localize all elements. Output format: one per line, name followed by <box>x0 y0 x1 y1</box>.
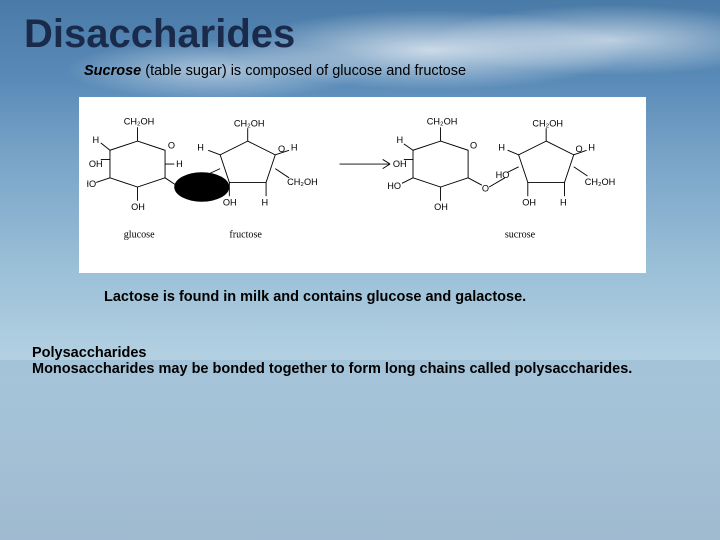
diagram-svg: CH₂OH O H HO OH OH OH H glucose CH₂OH <box>87 111 638 263</box>
page-title: Disaccharides <box>24 12 696 57</box>
sucrose-description: Sucrose (table sugar) is composed of glu… <box>84 63 696 79</box>
svg-text:HO: HO <box>387 181 401 191</box>
ch2oh-label: CH₂OH <box>124 117 155 127</box>
svg-text:OH: OH <box>434 202 448 212</box>
sucrose-glucose-unit: CH₂OH O H OH HO OH O <box>387 117 489 212</box>
svg-text:HO: HO <box>193 172 207 182</box>
sucrose-caption: sucrose <box>505 230 536 241</box>
reaction-arrow <box>340 159 391 168</box>
svg-text:H: H <box>176 159 183 169</box>
glucose-structure: CH₂OH O H HO OH OH OH H glucose <box>87 117 193 241</box>
svg-text:CH₂OH: CH₂OH <box>585 177 616 187</box>
svg-text:H: H <box>588 142 595 152</box>
svg-text:H: H <box>396 135 403 145</box>
sucrose-fructose-unit: CH₂OH O H HO OH H H CH₂OH <box>496 118 616 207</box>
o-label: O <box>168 140 175 150</box>
svg-text:HO: HO <box>87 179 96 189</box>
svg-text:H: H <box>197 142 204 152</box>
svg-text:H: H <box>498 142 505 152</box>
polysaccharides-heading: Polysaccharides <box>32 345 696 361</box>
svg-text:CH₂OH: CH₂OH <box>532 118 563 128</box>
glucose-caption: glucose <box>124 230 155 241</box>
svg-text:OH: OH <box>393 159 407 169</box>
svg-text:O: O <box>470 140 477 150</box>
svg-text:H: H <box>560 197 567 207</box>
sucrose-rest: (table sugar) is composed of glucose and… <box>141 63 466 79</box>
sucrose-lead: Sucrose <box>84 63 141 79</box>
svg-text:CH₂OH: CH₂OH <box>427 117 458 127</box>
polysaccharides-body: Monosaccharides may be bonded together t… <box>32 361 696 377</box>
h-label: H <box>93 135 100 145</box>
lactose-description: Lactose is found in milk and contains gl… <box>104 289 696 305</box>
svg-text:CH₂OH: CH₂OH <box>287 177 318 187</box>
svg-text:CH₂OH: CH₂OH <box>234 118 265 128</box>
slide-container: Disaccharides Sucrose (table sugar) is c… <box>0 0 720 540</box>
svg-text:H: H <box>291 142 298 152</box>
chemical-diagram: CH₂OH O H HO OH OH OH H glucose CH₂OH <box>79 97 646 273</box>
fructose-caption: fructose <box>229 230 262 241</box>
svg-text:HO: HO <box>496 170 510 180</box>
svg-text:H: H <box>261 197 268 207</box>
svg-text:O: O <box>482 184 489 194</box>
polysaccharides-block: Polysaccharides Monosaccharides may be b… <box>32 345 696 377</box>
svg-text:OH: OH <box>131 202 145 212</box>
svg-text:OH: OH <box>223 197 237 207</box>
svg-text:OH: OH <box>522 197 536 207</box>
svg-text:OH: OH <box>89 159 103 169</box>
